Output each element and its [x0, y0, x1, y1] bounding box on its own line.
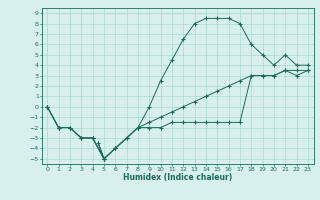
X-axis label: Humidex (Indice chaleur): Humidex (Indice chaleur): [123, 173, 232, 182]
